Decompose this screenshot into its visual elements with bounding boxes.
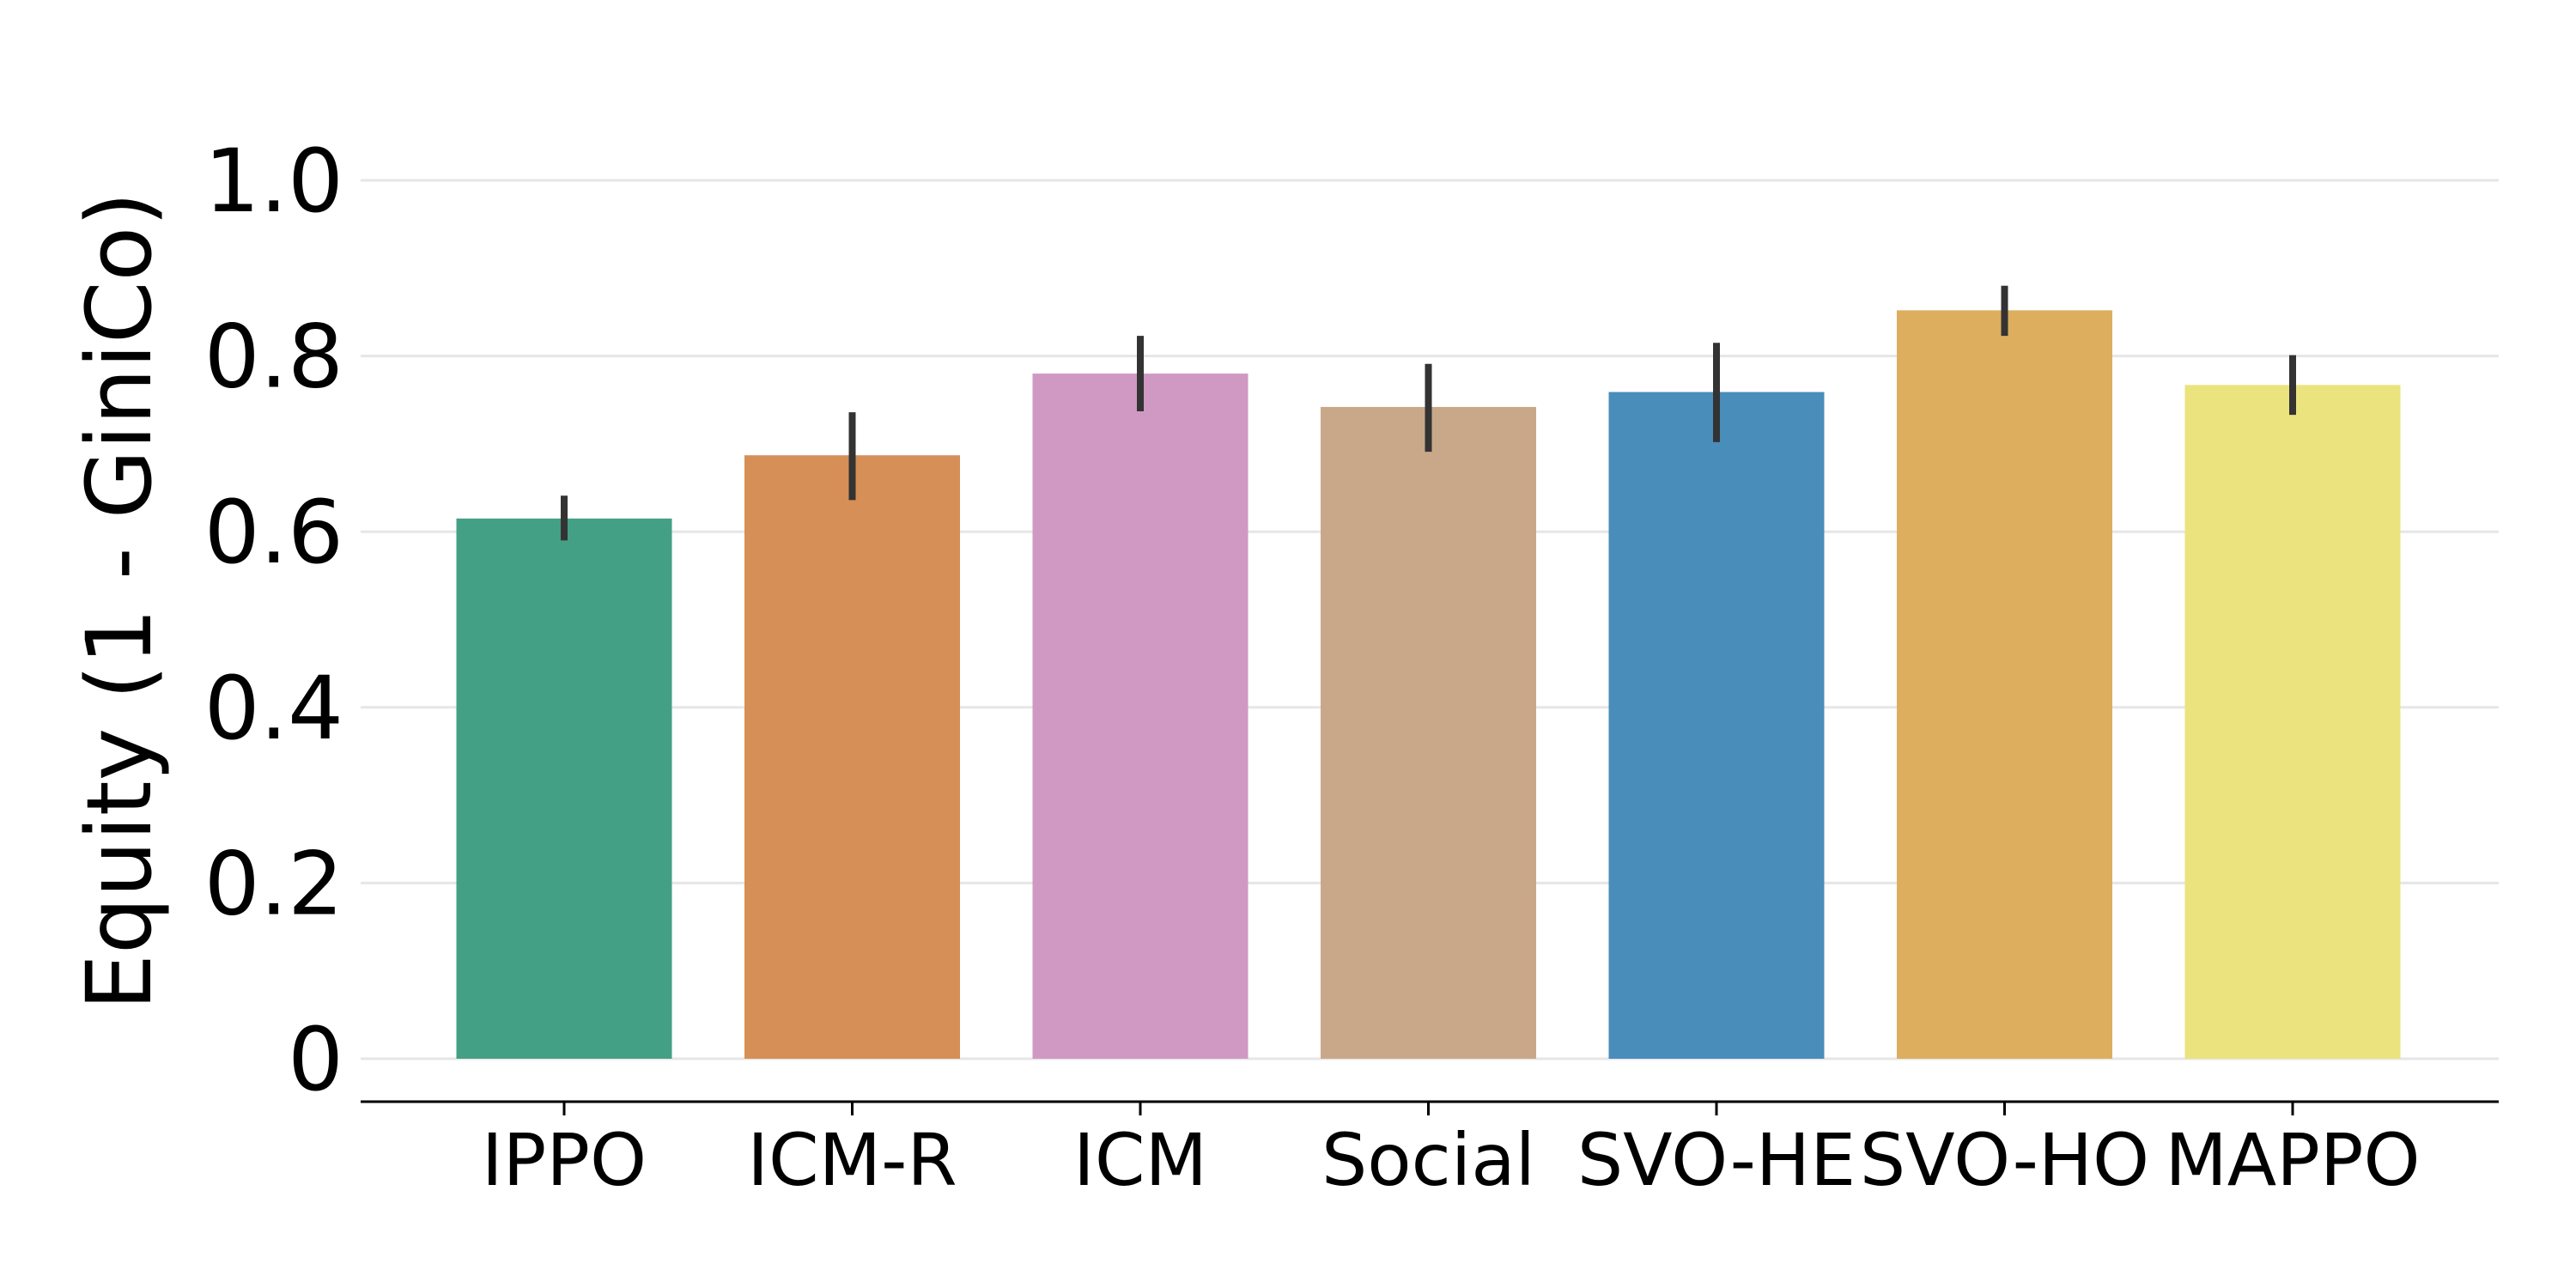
- y-tick-label: 0.2: [204, 833, 343, 935]
- bar-svo-ho: [1897, 310, 2112, 1059]
- y-tick-label: 1.0: [204, 131, 343, 233]
- x-tick-label: ICM: [1073, 1118, 1207, 1202]
- x-axis: [361, 1100, 2499, 1115]
- bar-mappo: [2184, 385, 2401, 1059]
- bar-social: [1321, 406, 1536, 1060]
- y-tick-label: 0.8: [204, 307, 343, 409]
- x-tick-labels: IPPO ICM-R ICM Social SVO-HE SVO-HO MAPPO: [482, 1118, 2421, 1202]
- y-tick-label: 0: [288, 1009, 343, 1111]
- x-tick-label: Social: [1321, 1118, 1535, 1202]
- x-tick-label: ICM-R: [747, 1118, 957, 1202]
- bar-icm: [1032, 374, 1249, 1059]
- y-tick-label: 0.4: [204, 658, 343, 760]
- y-tick-labels: 0 0.2 0.4 0.6 0.8 1.0: [204, 131, 343, 1111]
- bar-svo-he: [1608, 392, 1825, 1060]
- y-tick-label: 0.6: [204, 482, 343, 584]
- error-bars: [561, 285, 2296, 541]
- bars: [456, 310, 2401, 1060]
- bar-ippo: [456, 518, 672, 1059]
- x-tick-label: IPPO: [482, 1118, 647, 1202]
- x-tick-label: MAPPO: [2165, 1118, 2420, 1202]
- bar-icm-r: [744, 455, 960, 1059]
- x-tick-label: SVO-HE: [1577, 1118, 1856, 1202]
- y-axis-label: Equity (1 - GiniCo): [67, 191, 172, 1010]
- x-tick-label: SVO-HO: [1860, 1118, 2149, 1202]
